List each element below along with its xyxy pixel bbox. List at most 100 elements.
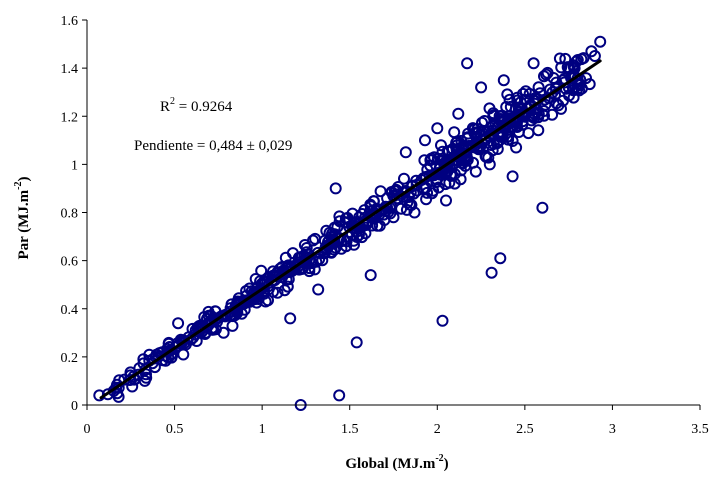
data-point xyxy=(454,149,467,162)
data-point xyxy=(538,70,550,83)
data-point xyxy=(395,202,408,215)
data-point xyxy=(527,57,540,70)
data-point xyxy=(519,85,532,98)
y-axis-ticks: 0 0.2 0.4 0.6 0.8 1 1.2 1.4 1.6 xyxy=(61,14,87,414)
data-point xyxy=(526,111,539,123)
y-tick-label: 1.2 xyxy=(61,110,79,125)
x-tick-label: 1.5 xyxy=(341,422,359,437)
data-point xyxy=(400,203,413,216)
data-point xyxy=(486,120,499,132)
data-point xyxy=(532,81,545,94)
data-point xyxy=(432,181,445,194)
r2-annotation: R2 = 0.9264 xyxy=(160,96,233,115)
data-point xyxy=(448,177,461,190)
data-point xyxy=(585,45,598,58)
data-point xyxy=(469,165,482,178)
data-point xyxy=(300,242,313,254)
x-axis-title: Global (MJ.m-2) xyxy=(345,453,448,472)
data-point xyxy=(307,234,319,247)
data-point xyxy=(528,97,541,110)
data-point xyxy=(497,74,510,87)
data-point xyxy=(399,146,412,159)
data-point xyxy=(387,211,400,224)
y-axis-title: Par (MJ.m-2) xyxy=(13,176,32,259)
data-point xyxy=(552,99,565,112)
data-point xyxy=(494,252,507,265)
y-tick-label: 1 xyxy=(71,158,78,173)
data-point xyxy=(316,254,329,267)
data-point xyxy=(182,331,195,344)
data-point xyxy=(329,182,342,195)
data-point xyxy=(563,89,575,102)
data-point xyxy=(440,165,453,178)
data-point xyxy=(506,170,519,183)
data-point xyxy=(374,204,386,217)
data-point xyxy=(281,280,294,293)
x-tick-label: 1 xyxy=(259,422,266,437)
data-point xyxy=(300,246,313,259)
x-tick-label: 2 xyxy=(434,422,441,437)
y-tick-label: 0.2 xyxy=(61,351,79,366)
trend-line xyxy=(99,59,602,400)
data-point xyxy=(503,93,516,106)
data-point xyxy=(532,124,545,137)
data-point xyxy=(541,66,554,79)
data-point xyxy=(532,108,545,120)
data-point xyxy=(143,348,156,361)
data-point xyxy=(322,239,335,252)
data-point xyxy=(278,284,291,297)
data-point xyxy=(308,263,321,276)
data-point xyxy=(392,181,405,193)
slope-annotation: Pendiente = 0,484 ± 0,029 xyxy=(134,138,292,154)
data-point xyxy=(440,194,452,207)
data-point xyxy=(333,215,346,228)
data-point xyxy=(415,174,428,186)
data-point xyxy=(461,57,474,70)
data-point xyxy=(500,101,513,113)
data-point xyxy=(546,108,559,121)
data-point xyxy=(436,314,449,327)
data-point xyxy=(255,264,268,277)
data-point xyxy=(331,221,344,233)
data-point xyxy=(268,274,281,287)
data-point xyxy=(510,141,523,154)
y-tick-label: 1.4 xyxy=(61,62,79,77)
x-tick-label: 0 xyxy=(84,422,91,437)
data-point xyxy=(226,319,239,332)
data-point xyxy=(466,122,479,135)
data-point xyxy=(475,134,488,147)
data-point xyxy=(567,59,580,72)
data-point xyxy=(443,176,456,189)
y-tick-label: 1.6 xyxy=(61,14,79,29)
data-point xyxy=(452,107,465,120)
data-point xyxy=(332,232,345,245)
data-point xyxy=(217,326,230,339)
data-point xyxy=(486,144,499,157)
data-point xyxy=(112,390,125,403)
data-point xyxy=(367,195,380,208)
data-point xyxy=(583,78,596,91)
data-point xyxy=(450,143,463,156)
data-point xyxy=(573,84,586,97)
data-point xyxy=(426,187,438,200)
y-tick-label: 0.6 xyxy=(61,255,79,270)
data-point xyxy=(559,52,572,65)
x-tick-label: 0.5 xyxy=(166,422,184,437)
data-point xyxy=(101,388,114,401)
data-point xyxy=(459,159,472,172)
data-point xyxy=(177,348,190,361)
data-point xyxy=(284,312,297,325)
data-point xyxy=(398,172,410,185)
data-point xyxy=(312,283,325,296)
data-point xyxy=(430,176,443,189)
data-point xyxy=(546,86,559,99)
data-point xyxy=(350,336,363,349)
data-point xyxy=(475,81,488,94)
data-point xyxy=(485,266,498,279)
x-tick-label: 3 xyxy=(609,422,616,437)
data-point xyxy=(594,35,607,48)
data-point xyxy=(435,139,447,152)
data-point xyxy=(483,158,496,171)
data-point xyxy=(303,265,316,278)
